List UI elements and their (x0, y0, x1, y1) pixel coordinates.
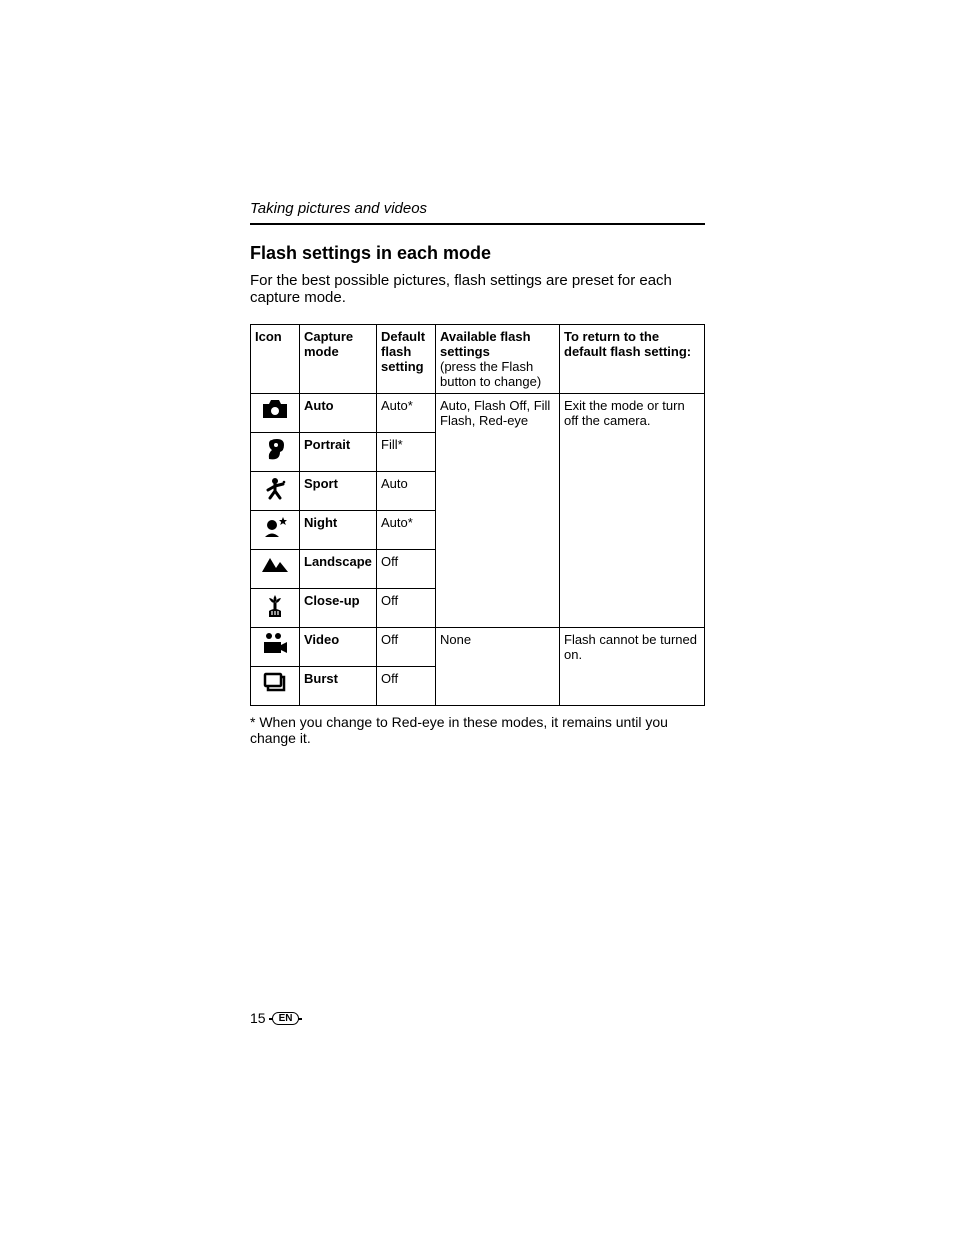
burst-icon (262, 671, 288, 693)
default-label: Auto* (377, 394, 436, 433)
return-group2: Flash cannot be turned on. (560, 628, 705, 706)
default-label: Off (377, 550, 436, 589)
mode-label: Burst (300, 667, 377, 706)
icon-cell (251, 667, 300, 706)
icon-cell (251, 433, 300, 472)
default-label: Off (377, 589, 436, 628)
landscape-icon (261, 554, 289, 574)
mode-label: Video (300, 628, 377, 667)
sport-icon (262, 476, 288, 502)
mode-label: Portrait (300, 433, 377, 472)
icon-cell (251, 628, 300, 667)
section-intro: For the best possible pictures, flash se… (250, 272, 705, 306)
th-mode: Capture mode (300, 325, 377, 394)
th-return: To return to the default flash setting: (560, 325, 705, 394)
mode-label: Sport (300, 472, 377, 511)
th-available-sub: (press the Flash button to change) (440, 359, 555, 389)
th-icon: Icon (251, 325, 300, 394)
available-group1: Auto, Flash Off, Fill Flash, Red-eye (436, 394, 560, 628)
default-label: Auto (377, 472, 436, 511)
lang-badge: EN (272, 1012, 300, 1025)
return-group1: Exit the mode or turn off the camera. (560, 394, 705, 628)
icon-cell (251, 472, 300, 511)
closeup-icon (263, 593, 287, 619)
section-heading: Flash settings in each mode (250, 243, 705, 264)
table-row: Auto Auto* Auto, Flash Off, Fill Flash, … (251, 394, 705, 433)
table-row: Video Off None Flash cannot be turned on… (251, 628, 705, 667)
page-number: 15 (250, 1010, 266, 1026)
mode-label: Auto (300, 394, 377, 433)
mode-label: Night (300, 511, 377, 550)
running-header: Taking pictures and videos (250, 200, 705, 225)
video-icon (261, 632, 289, 656)
th-available: Available flash settings (press the Flas… (436, 325, 560, 394)
default-label: Off (377, 628, 436, 667)
default-label: Off (377, 667, 436, 706)
icon-cell (251, 589, 300, 628)
default-label: Auto* (377, 511, 436, 550)
th-default: Default flash setting (377, 325, 436, 394)
page-footer: 15 EN (250, 1010, 299, 1026)
portrait-icon (262, 437, 288, 463)
camera-icon (261, 398, 289, 420)
mode-label: Landscape (300, 550, 377, 589)
icon-cell (251, 511, 300, 550)
icon-cell (251, 394, 300, 433)
th-available-main: Available flash settings (440, 329, 531, 359)
night-icon (261, 515, 289, 539)
flash-settings-table: Icon Capture mode Default flash setting … (250, 324, 705, 706)
footnote: * When you change to Red-eye in these mo… (250, 714, 705, 746)
mode-label: Close-up (300, 589, 377, 628)
default-label: Fill* (377, 433, 436, 472)
available-group2: None (436, 628, 560, 706)
icon-cell (251, 550, 300, 589)
